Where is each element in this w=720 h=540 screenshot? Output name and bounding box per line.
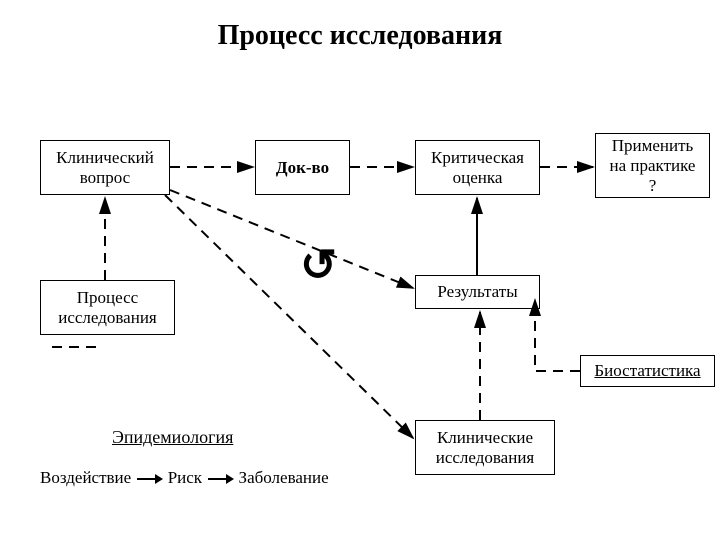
box-label: Результаты [437,282,517,302]
box-label: Клиническиеисследования [436,428,535,468]
box-label: Применитьна практике? [610,136,696,196]
box-biostatistics: Биостатистика [580,355,715,387]
box-clinical-question: Клиническийвопрос [40,140,170,195]
box-critical-appraisal: Критическаяоценка [415,140,540,195]
cycle-icon: ↺ [300,240,337,291]
box-apply-practice: Применитьна практике? [595,133,710,198]
epi-risk: Риск [168,468,202,487]
epidemiology-title: Эпидемиология [112,427,233,448]
box-label: Критическаяоценка [431,148,524,188]
box-label: Клиническийвопрос [56,148,154,188]
box-evidence: Док-во [255,140,350,195]
arrows-overlay [0,0,720,540]
box-label: Док-во [276,158,329,178]
box-results: Результаты [415,275,540,309]
box-clinical-studies: Клиническиеисследования [415,420,555,475]
diagram-title: Процесс исследования [0,20,720,52]
arrow-icon [206,473,234,485]
epi-disease: Заболевание [239,468,329,487]
box-research-process: Процессисследования [40,280,175,335]
box-label: Биостатистика [594,361,700,381]
box-label: Процессисследования [58,288,157,328]
epidemiology-row: Воздействие Риск Заболевание [40,468,329,488]
epi-exposure: Воздействие [40,468,131,487]
arrow-icon [135,473,163,485]
